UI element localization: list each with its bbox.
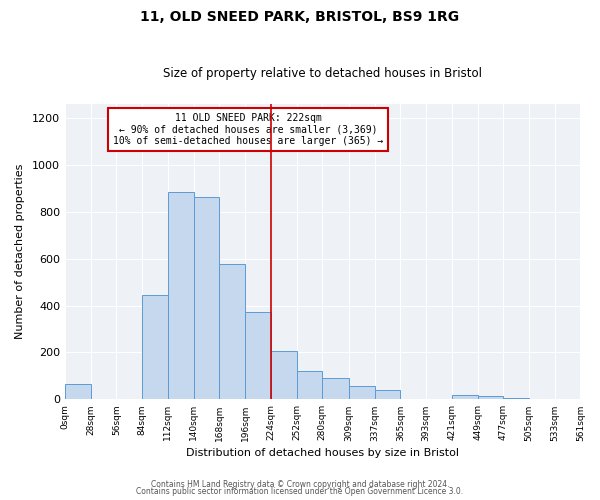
Bar [374, 390, 400, 400]
X-axis label: Distribution of detached houses by size in Bristol: Distribution of detached houses by size … [186, 448, 459, 458]
Bar [142, 295, 168, 400]
Text: Contains public sector information licensed under the Open Government Licence 3.: Contains public sector information licen… [136, 487, 464, 496]
Bar [168, 192, 194, 400]
Bar [296, 371, 322, 400]
Bar [65, 384, 91, 400]
Bar [452, 394, 478, 400]
Bar [271, 352, 296, 400]
Title: Size of property relative to detached houses in Bristol: Size of property relative to detached ho… [163, 66, 482, 80]
Bar [322, 378, 349, 400]
Bar [245, 312, 271, 400]
Bar [220, 264, 245, 400]
Y-axis label: Number of detached properties: Number of detached properties [15, 164, 25, 340]
Bar [478, 396, 503, 400]
Bar [349, 386, 374, 400]
Bar [194, 198, 220, 400]
Text: 11 OLD SNEED PARK: 222sqm
← 90% of detached houses are smaller (3,369)
10% of se: 11 OLD SNEED PARK: 222sqm ← 90% of detac… [113, 113, 383, 146]
Bar [503, 398, 529, 400]
Text: 11, OLD SNEED PARK, BRISTOL, BS9 1RG: 11, OLD SNEED PARK, BRISTOL, BS9 1RG [140, 10, 460, 24]
Text: Contains HM Land Registry data © Crown copyright and database right 2024.: Contains HM Land Registry data © Crown c… [151, 480, 449, 489]
